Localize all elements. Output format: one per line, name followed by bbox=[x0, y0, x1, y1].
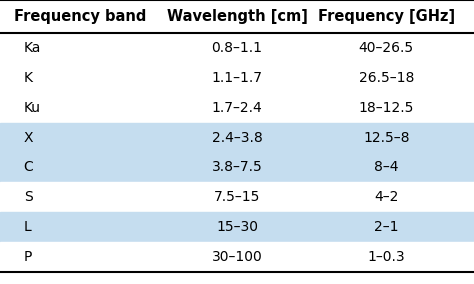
Text: X: X bbox=[24, 131, 33, 145]
Text: 0.8–1.1: 0.8–1.1 bbox=[211, 41, 263, 55]
Bar bbox=[0, 183, 474, 212]
Bar bbox=[0, 242, 474, 272]
Text: 7.5–15: 7.5–15 bbox=[214, 191, 260, 204]
Text: S: S bbox=[24, 191, 32, 204]
Bar bbox=[0, 93, 474, 123]
Text: 26.5–18: 26.5–18 bbox=[359, 71, 414, 85]
Text: 12.5–8: 12.5–8 bbox=[363, 131, 410, 145]
Text: Frequency band: Frequency band bbox=[14, 9, 146, 24]
Text: 2.4–3.8: 2.4–3.8 bbox=[211, 131, 263, 145]
Bar bbox=[0, 123, 474, 153]
Text: 15–30: 15–30 bbox=[216, 220, 258, 234]
Text: 4–2: 4–2 bbox=[374, 191, 399, 204]
Bar bbox=[0, 153, 474, 182]
Text: 1–0.3: 1–0.3 bbox=[367, 250, 405, 264]
Bar bbox=[0, 63, 474, 93]
Text: 18–12.5: 18–12.5 bbox=[359, 101, 414, 114]
Text: L: L bbox=[24, 220, 31, 234]
Text: P: P bbox=[24, 250, 32, 264]
Text: Ka: Ka bbox=[24, 41, 41, 55]
Text: 3.8–7.5: 3.8–7.5 bbox=[211, 160, 263, 174]
Bar bbox=[0, 33, 474, 63]
Text: K: K bbox=[24, 71, 33, 85]
Text: C: C bbox=[24, 160, 34, 174]
Text: 40–26.5: 40–26.5 bbox=[359, 41, 414, 55]
Text: Ku: Ku bbox=[24, 101, 41, 114]
Text: 2–1: 2–1 bbox=[374, 220, 399, 234]
Text: 8–4: 8–4 bbox=[374, 160, 399, 174]
Text: 1.7–2.4: 1.7–2.4 bbox=[211, 101, 263, 114]
Text: Wavelength [cm]: Wavelength [cm] bbox=[166, 9, 308, 24]
Text: 30–100: 30–100 bbox=[211, 250, 263, 264]
Text: 1.1–1.7: 1.1–1.7 bbox=[211, 71, 263, 85]
Bar bbox=[0, 212, 474, 242]
Text: Frequency [GHz]: Frequency [GHz] bbox=[318, 9, 455, 24]
